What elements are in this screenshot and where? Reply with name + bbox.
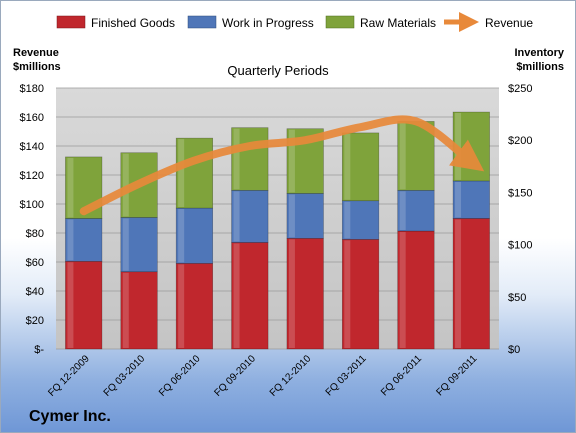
bar-highlight [122, 153, 129, 217]
left-tick-label: $160 [20, 112, 44, 124]
legend-label-revenue: Revenue [485, 16, 533, 30]
bar-raw-materials[interactable] [231, 127, 269, 191]
bar-finished-goods[interactable] [286, 238, 324, 350]
bar-work-in-progress[interactable] [65, 218, 103, 262]
legend-swatch-raw-materials [325, 15, 355, 29]
bar-highlight [122, 272, 129, 348]
bar-highlight [344, 201, 351, 239]
bar-highlight [399, 191, 406, 231]
legend-swatch-work-in-progress [187, 15, 217, 29]
bar-highlight [178, 209, 185, 263]
x-tick-label: FQ 03-2010 [102, 353, 148, 399]
bar-highlight [288, 129, 295, 193]
left-tick-label: $60 [26, 257, 44, 269]
bar-finished-goods[interactable] [397, 230, 435, 350]
bar-finished-goods[interactable] [65, 261, 103, 350]
bar-work-in-progress[interactable] [341, 200, 380, 240]
bar-highlight [67, 157, 74, 218]
chart-title: Quarterly Periods [227, 63, 329, 78]
bar-finished-goods[interactable] [231, 242, 269, 350]
right-tick-label: $0 [508, 344, 520, 356]
right-tick-label: $200 [508, 135, 532, 147]
bar-finished-goods[interactable] [120, 271, 158, 350]
revenue-line [79, 115, 485, 216]
x-tick-label: FQ 09-2011 [434, 353, 479, 398]
left-tick-label: $20 [26, 315, 44, 327]
legend: Finished Goods Work in Progress Raw Mate… [56, 12, 533, 32]
left-tick-label: $80 [26, 228, 44, 240]
left-axis-title-line-1: Revenue [13, 47, 59, 59]
bar-highlight [67, 219, 74, 261]
bar-finished-goods[interactable] [341, 239, 380, 350]
legend-item-revenue[interactable]: Revenue [444, 12, 533, 32]
right-tick-label: $250 [508, 83, 532, 95]
left-tick-label: $100 [20, 199, 44, 211]
right-tick-label: $50 [508, 292, 526, 304]
bar-work-in-progress[interactable] [231, 190, 269, 243]
right-tick-label: $100 [508, 240, 532, 252]
left-axis-title-line-2: $millions [13, 61, 61, 73]
company-name: Cymer Inc. [29, 408, 111, 425]
bar-highlight [399, 232, 406, 348]
legend-item-finished-goods[interactable]: Finished Goods [56, 15, 175, 30]
bar-highlight [233, 128, 240, 190]
x-axis: FQ 12-2009 FQ 03-2010 FQ 06-2010 FQ 09-2010… [46, 353, 479, 399]
legend-label-raw-materials: Raw Materials [360, 16, 436, 30]
legend-swatch-finished-goods [56, 15, 86, 29]
bar-raw-materials[interactable] [397, 121, 435, 191]
legend-label-work-in-progress: Work in Progress [222, 16, 314, 30]
bar-highlight [122, 218, 129, 271]
bar-work-in-progress[interactable] [452, 180, 490, 219]
left-tick-label: $140 [20, 141, 44, 153]
revenue-series-line[interactable] [79, 115, 485, 216]
bar-finished-goods[interactable] [452, 218, 490, 350]
bar-highlight [399, 122, 406, 190]
bar-highlight [233, 243, 240, 348]
bar-highlight [233, 191, 240, 242]
bar-work-in-progress[interactable] [286, 193, 324, 239]
right-tick-label: $150 [508, 187, 532, 199]
left-tick-label: $120 [20, 170, 44, 182]
right-axis: $0 $50 $100 $150 $200 $250 [508, 83, 532, 356]
bar-highlight [178, 264, 185, 348]
right-axis-title-line-2: $millions [516, 61, 564, 73]
legend-item-raw-materials[interactable]: Raw Materials [325, 15, 436, 30]
x-tick-label: FQ 09-2010 [212, 353, 258, 399]
bar-highlight [288, 239, 295, 348]
legend-item-work-in-progress[interactable]: Work in Progress [187, 15, 314, 30]
left-tick-label: $180 [20, 83, 44, 95]
legend-label-finished-goods: Finished Goods [91, 16, 175, 30]
bar-raw-materials[interactable] [175, 137, 214, 209]
x-tick-label: FQ 06-2010 [157, 353, 203, 399]
bar-raw-materials[interactable] [341, 132, 380, 202]
x-tick-label: FQ 06-2011 [379, 353, 424, 398]
left-tick-label: $40 [26, 286, 44, 298]
x-tick-label: FQ 12-2009 [46, 353, 92, 399]
x-tick-label: FQ 12-2010 [268, 353, 314, 399]
right-axis-title-line-1: Inventory [514, 47, 564, 59]
x-tick-label: FQ 03-2011 [324, 353, 369, 398]
bar-highlight [344, 240, 351, 348]
left-tick-label: $- [34, 344, 44, 356]
bar-highlight [344, 133, 351, 200]
bar-highlight [455, 219, 462, 348]
left-axis: $- $20 $40 $60 $80 $100 $120 $140 $160 $180 [20, 83, 45, 356]
bar-work-in-progress[interactable] [397, 190, 435, 232]
bar-highlight [67, 262, 74, 348]
bar-highlight [455, 181, 462, 218]
bar-highlight [288, 194, 295, 238]
bar-highlight [178, 139, 185, 208]
